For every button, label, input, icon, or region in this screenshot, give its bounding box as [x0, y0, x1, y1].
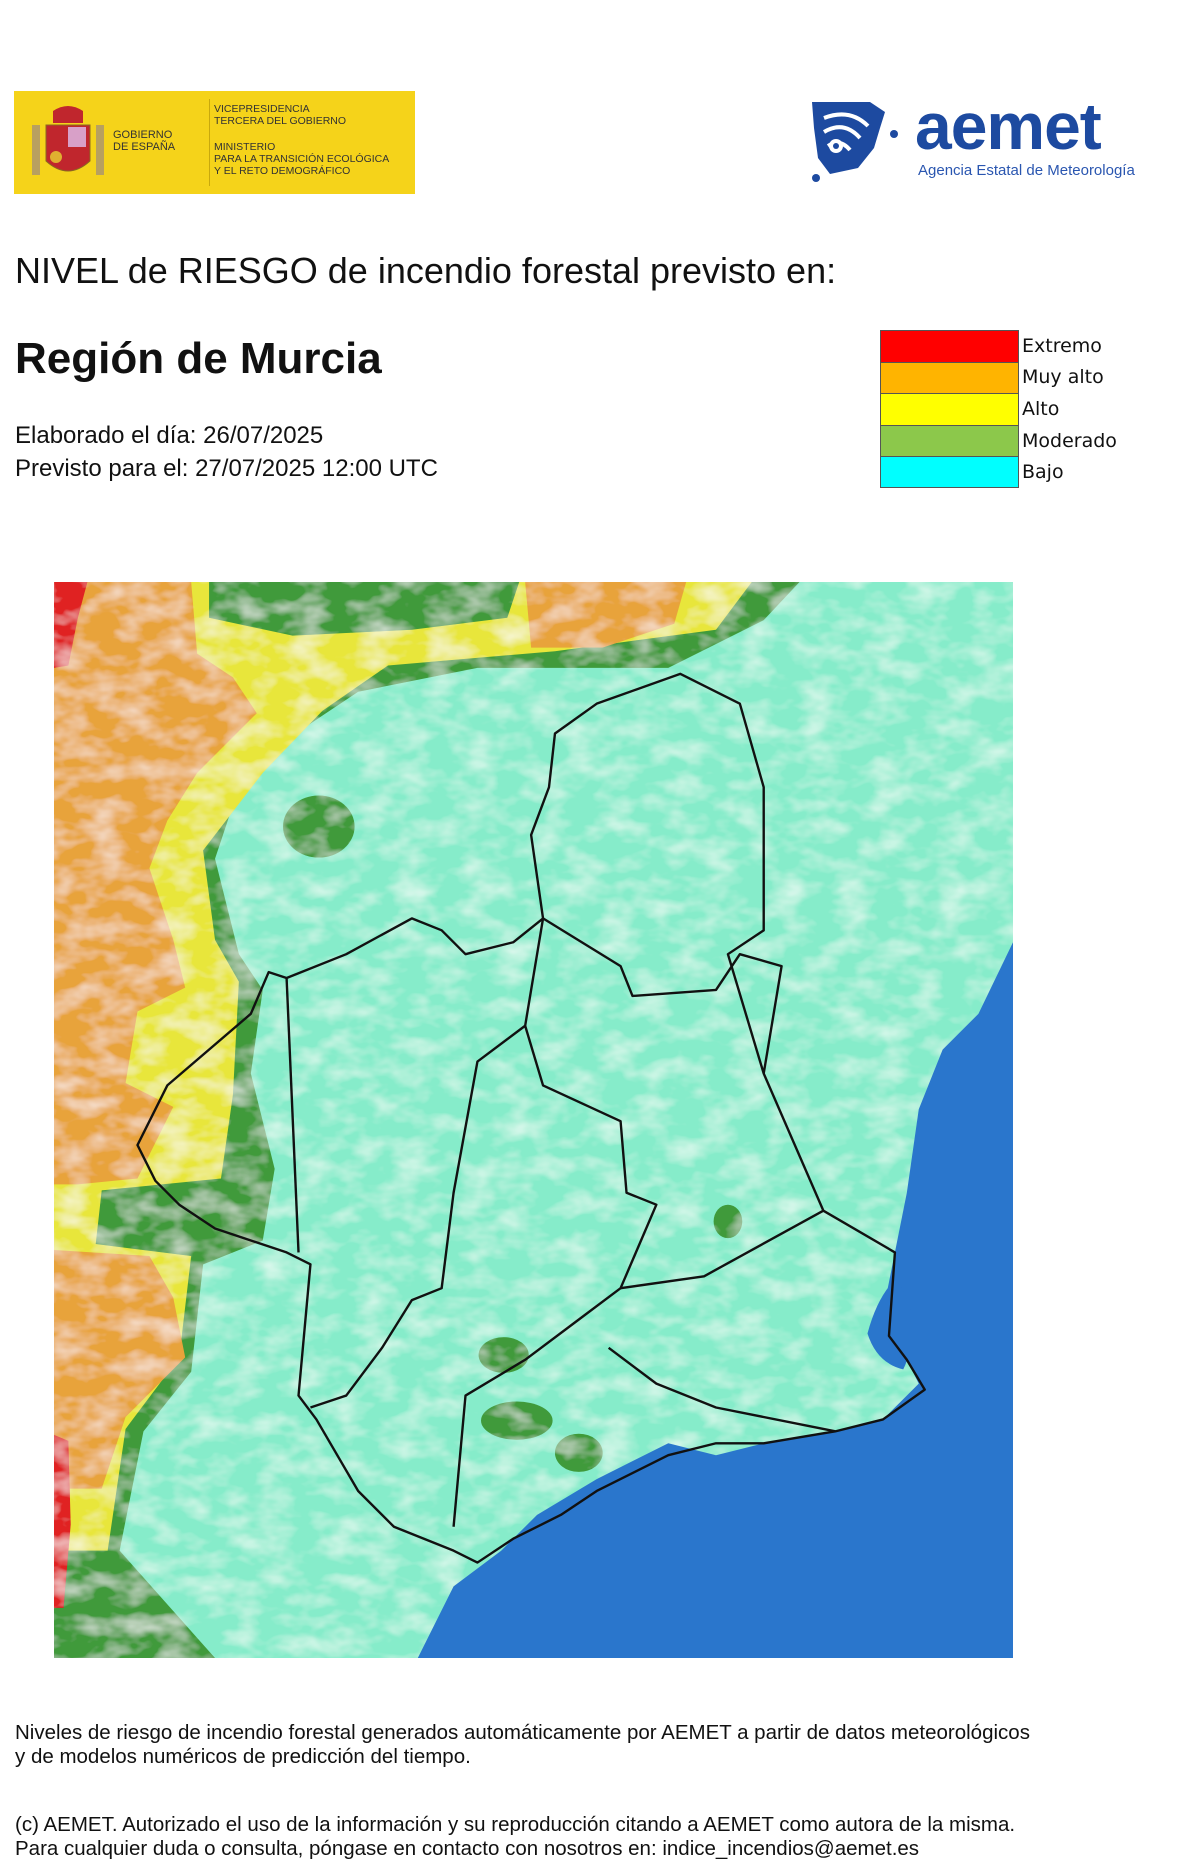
legend-item-moderado: Moderado — [880, 424, 1117, 457]
comarca-border — [285, 977, 300, 1253]
risk-zone-muy-alto — [54, 582, 257, 1185]
gov-text-line: GOBIERNO — [113, 129, 173, 141]
region-outline — [136, 672, 926, 1564]
aemet-wordmark: aemet — [915, 89, 1102, 163]
legend-label: Muy alto — [1022, 366, 1104, 389]
ministry-text-line: Y EL RETO DEMOGRÁFICO — [214, 165, 351, 177]
legend-label: Bajo — [1022, 461, 1064, 484]
coat-of-arms-icon — [32, 106, 104, 175]
elaborado-date: Elaborado el día: 26/07/2025 — [15, 422, 324, 449]
risk-zone-moderado-patch — [713, 1204, 743, 1239]
risk-zone-extremo — [54, 582, 88, 668]
aemet-logo: aemet Agencia Estatal de Meteorología — [810, 89, 1160, 188]
risk-legend: Extremo Muy alto Alto Moderado Bajo — [880, 330, 1117, 489]
fire-risk-map — [54, 582, 1013, 1658]
footer-line: y de modelos numéricos de predicción del… — [15, 1745, 471, 1768]
comarca-border — [542, 917, 783, 1074]
legend-item-bajo: Bajo — [880, 455, 1117, 489]
legend-swatch — [880, 330, 1019, 362]
footer-line: Niveles de riesgo de incendio forestal g… — [15, 1721, 1030, 1744]
ministry-text-line: TERCERA DEL GOBIERNO — [214, 115, 347, 127]
risk-zone-moderado-top — [209, 582, 520, 636]
comarca-border — [607, 1346, 836, 1433]
legend-label: Extremo — [1022, 334, 1102, 357]
page-title: NIVEL de RIESGO de incendio forestal pre… — [15, 250, 837, 291]
legend-label: Moderado — [1022, 429, 1117, 452]
legend-label: Alto — [1022, 397, 1060, 420]
legend-swatch — [880, 393, 1019, 425]
ministry-text-line: VICEPRESIDENCIA — [214, 103, 310, 115]
legend-item-extremo: Extremo — [880, 330, 1117, 362]
comarca-borders — [136, 672, 926, 1564]
vicepresidencia-text: VICEPRESIDENCIA TERCERA DEL GOBIERNO — [214, 103, 346, 127]
risk-zone-moderado-patch — [478, 1337, 529, 1373]
logo-divider — [209, 99, 210, 186]
gobierno-text: GOBIERNO DE ESPAÑA — [113, 129, 175, 153]
legend-swatch — [880, 424, 1019, 457]
legend-swatch — [880, 455, 1019, 489]
footer-copyright: (c) AEMET. Autorizado el uso de la infor… — [15, 1813, 1015, 1861]
gobierno-espana-logo: GOBIERNO DE ESPAÑA VICEPRESIDENCIA TERCE… — [14, 91, 415, 194]
previsto-date: Previsto para el: 27/07/2025 12:00 UTC — [15, 455, 438, 482]
comarca-border — [620, 1209, 824, 1290]
region-name: Región de Murcia — [15, 334, 382, 383]
footer-line: (c) AEMET. Autorizado el uso de la infor… — [15, 1813, 1016, 1836]
legend-swatch — [880, 361, 1019, 394]
footer-disclaimer: Niveles de riesgo de incendio forestal g… — [15, 1721, 1030, 1769]
ministry-text-line: PARA LA TRANSICIÓN ECOLÓGICA — [214, 153, 390, 165]
legend-item-muy-alto: Muy alto — [880, 361, 1117, 394]
mediterranean-sea — [417, 942, 1013, 1658]
footer-contact: Para cualquier duda o consulta, póngase … — [15, 1837, 920, 1860]
ministry-text-line: MINISTERIO — [214, 141, 276, 153]
risk-zone-moderado-patch — [554, 1433, 603, 1472]
risk-zone-moderado-patch — [283, 795, 355, 858]
comarca-border — [452, 1025, 658, 1527]
risk-zone-moderado-patch — [481, 1401, 553, 1440]
legend-item-alto: Alto — [880, 393, 1117, 425]
comarca-border — [310, 918, 545, 1409]
risk-zone-muy-alto-south — [54, 1250, 186, 1489]
aemet-subtitle: Agencia Estatal de Meteorología — [918, 162, 1135, 179]
risk-zone-extremo-south — [54, 1434, 71, 1608]
aemet-iberia-icon — [812, 102, 898, 182]
gov-text-line: DE ESPAÑA — [113, 141, 176, 153]
ministerio-text: MINISTERIO PARA LA TRANSICIÓN ECOLÓGICA … — [214, 141, 389, 177]
risk-zone-muy-alto-top — [525, 582, 687, 648]
